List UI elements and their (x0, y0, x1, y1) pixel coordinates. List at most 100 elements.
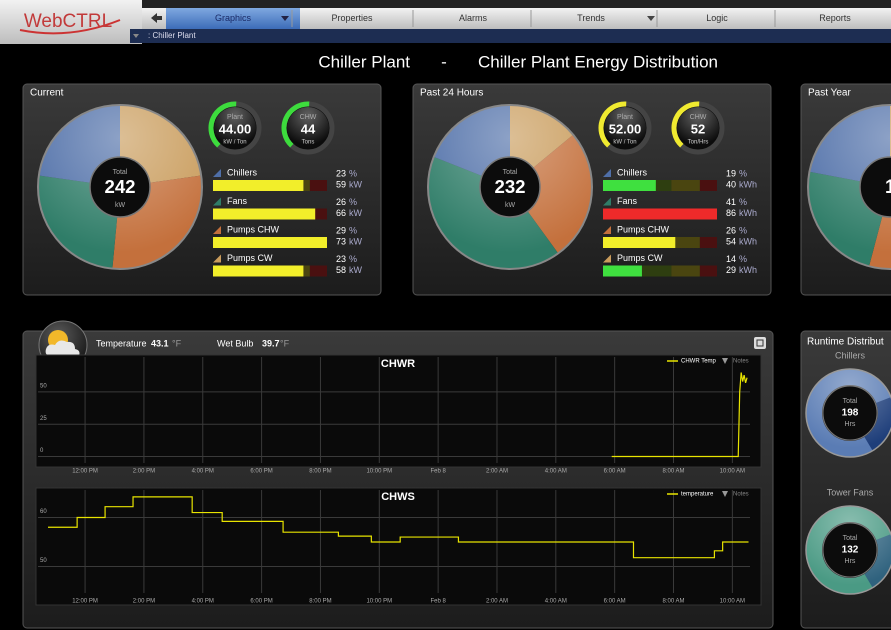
x-tick-label: 10:00 AM (720, 599, 745, 605)
y-tick-label: 60 (40, 509, 47, 515)
x-tick-label: 2:00 PM (133, 469, 155, 475)
tab-selected (166, 8, 300, 29)
breadcrumb[interactable]: : Chiller Plant (148, 31, 196, 40)
row-amount: 86 (726, 208, 736, 218)
y-tick-label: 50 (40, 558, 47, 564)
total-value: 132 (842, 545, 859, 556)
row-pct-unit: % (739, 225, 747, 235)
runtime-label: Chillers (835, 350, 866, 360)
row-amount-unit: kWh (739, 208, 757, 218)
top-strip (0, 0, 891, 8)
row-amount: 59 (336, 179, 346, 189)
row-label: Fans (617, 196, 638, 206)
bar-bg (671, 237, 700, 248)
notes-icon[interactable] (722, 491, 728, 497)
dropdown-arrow[interactable] (647, 16, 655, 21)
notes-label[interactable]: Notes (733, 492, 749, 498)
gauge-ring (598, 101, 627, 148)
x-tick-label: 6:00 PM (250, 469, 272, 475)
gauge-gloss (677, 107, 719, 149)
bar-bg (699, 265, 717, 277)
x-tick-label: 2:00 PM (133, 599, 155, 605)
row-pct: 19 (726, 168, 736, 178)
row-pct: 14 (726, 254, 736, 264)
gauge-unit: kW / Ton (223, 140, 246, 146)
total-value: 1 (885, 177, 891, 198)
row-icon (603, 226, 611, 234)
gauge-value: 44 (301, 121, 316, 136)
row-label: Chillers (227, 167, 258, 177)
bar-fill (603, 237, 676, 248)
nav-tab[interactable]: Logic (706, 13, 728, 23)
row-pct-unit: % (739, 254, 747, 264)
nav-tab[interactable]: Properties (331, 13, 373, 23)
total-disc (859, 156, 891, 218)
expand-icon (756, 339, 764, 347)
row-icon (213, 169, 221, 177)
row-amount: 58 (336, 265, 346, 275)
row-amount: 66 (336, 208, 346, 218)
total-disc (822, 385, 878, 441)
gauge-ring (208, 101, 237, 148)
row-amount-unit: kWh (739, 265, 757, 275)
row-label: Fans (227, 196, 248, 206)
bar-fill (213, 265, 304, 277)
row-amount-unit: kWh (739, 179, 757, 189)
breadcrumb-arrow[interactable] (133, 34, 139, 38)
title-sep: - (441, 52, 447, 71)
dropdown-arrow[interactable] (281, 16, 289, 21)
total-disc (479, 156, 541, 218)
total-value: 232 (494, 176, 525, 197)
row-pct: 26 (726, 225, 736, 235)
logo-swoosh (19, 19, 121, 35)
bar-bg (671, 180, 700, 191)
gauge-gloss (287, 107, 329, 149)
bar-bg (309, 265, 327, 277)
wb-label: Wet Bulb (217, 338, 253, 348)
trend-line (48, 496, 749, 559)
row-label: Pumps CW (617, 253, 663, 263)
row-pct-unit: % (349, 254, 357, 264)
row-label: Chillers (617, 167, 648, 177)
x-tick-label: 4:00 PM (192, 469, 214, 475)
x-tick-label: 12:00 PM (72, 599, 98, 605)
gauge-unit: kW / Ton (613, 140, 636, 146)
gauge-value: 52.00 (609, 121, 642, 136)
row-pct: 41 (726, 197, 736, 207)
nav-tab[interactable]: Alarms (459, 13, 488, 23)
back-arrow[interactable] (151, 13, 162, 23)
expand-button[interactable] (754, 337, 766, 349)
bar-fill (213, 208, 316, 220)
nav-tab[interactable]: Graphics (215, 13, 252, 23)
x-tick-label: 8:00 PM (309, 469, 331, 475)
wb-unit: °F (280, 338, 290, 348)
panel-title: Past Year (808, 88, 851, 99)
notes-icon[interactable] (722, 358, 728, 364)
chart-area (35, 487, 762, 606)
nav-tab[interactable]: Reports (819, 13, 851, 23)
chart-area (35, 354, 762, 468)
row-pct-unit: % (349, 168, 357, 178)
bar-fill (603, 180, 656, 191)
notes-label[interactable]: Notes (733, 359, 749, 365)
gauge-ring (281, 101, 310, 148)
total-disc (89, 156, 151, 218)
weather-cloud (45, 340, 80, 356)
gauge-label: CHW (690, 114, 707, 121)
temp-value: 43.1 (151, 338, 169, 348)
legend-label: CHWR Temp (681, 359, 717, 365)
row-amount-unit: kW (349, 236, 363, 246)
temp-unit: °F (172, 338, 182, 348)
x-tick-label: Feb 8 (430, 469, 446, 475)
row-pct-unit: % (739, 168, 747, 178)
total-label: Total (843, 535, 858, 542)
x-tick-label: 4:00 AM (545, 469, 567, 475)
logo-box (0, 0, 142, 44)
gauge-label: Plant (227, 114, 243, 121)
row-amount: 54 (726, 236, 736, 246)
nav-tab[interactable]: Trends (577, 13, 605, 23)
x-tick-label: 6:00 AM (604, 599, 626, 605)
row-pct-unit: % (739, 197, 747, 207)
row-icon (603, 197, 611, 206)
